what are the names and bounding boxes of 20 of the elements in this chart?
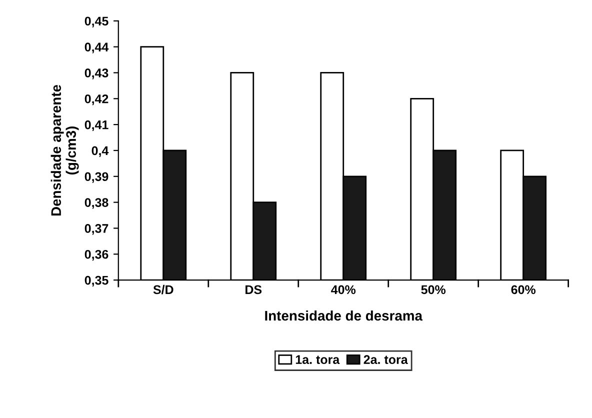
x-tick-label: 40% <box>331 285 356 294</box>
y-tick-label: 0,37 <box>84 224 108 235</box>
x-axis-title: Intensidade de desrama <box>265 310 423 321</box>
x-tick-label: 60% <box>511 285 536 294</box>
y-tick-label: 0,44 <box>84 42 109 54</box>
legend-label: 2a. tora <box>364 355 408 364</box>
legend-label: 1a. tora <box>296 355 340 364</box>
y-tick-label: 0,41 <box>84 120 108 132</box>
y-tick-label: 0,36 <box>84 250 108 261</box>
y-tick-label: 0,43 <box>84 68 108 80</box>
x-tick-label: 50% <box>421 285 446 294</box>
y-axis-title: Densidade aparente (g/cm3) <box>50 84 79 216</box>
y-tick-label: 0,38 <box>84 198 108 209</box>
x-tick-label: S/D <box>153 284 174 294</box>
y-tick-label: 0,39 <box>84 172 108 183</box>
x-tick-label: DS <box>246 285 262 294</box>
y-tick-label: 0,42 <box>84 94 108 106</box>
y-tick-label: 0,45 <box>84 16 108 28</box>
y-tick-label: 0,4 <box>92 146 109 157</box>
y-tick-label: 0,35 <box>84 276 108 287</box>
